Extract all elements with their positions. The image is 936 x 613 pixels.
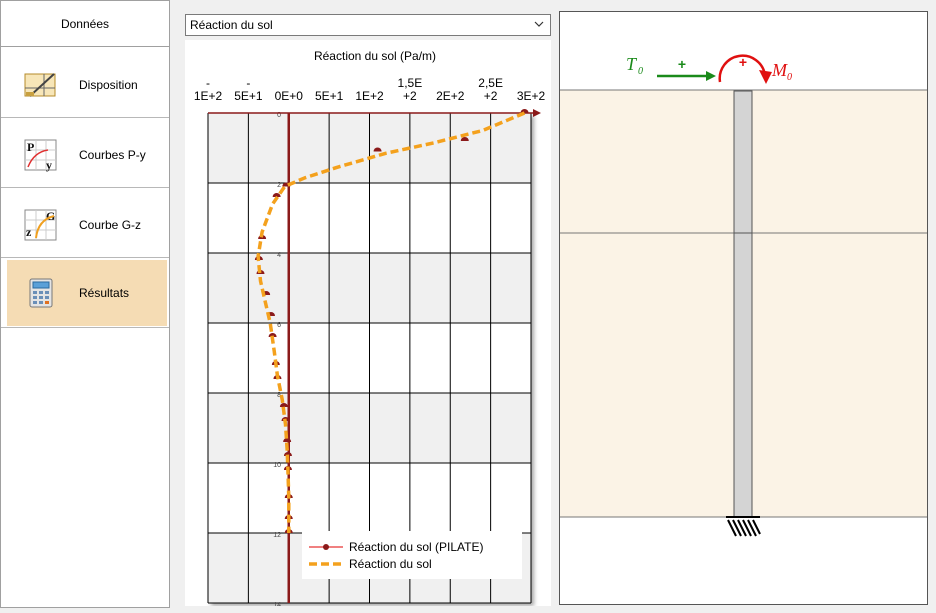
moment-arrow-icon: [718, 54, 767, 83]
series-line-1: [256, 111, 526, 533]
layout-ruler-icon: [24, 73, 56, 97]
sidebar-item-courbe-gz[interactable]: G z Courbe G-z: [7, 192, 167, 258]
soil-reaction-chart: Réaction du sol (Pa/m) -1E+2 -5E+1 0E+0 5E+…: [185, 40, 551, 606]
legend-label: Réaction du sol (PILATE): [349, 540, 484, 554]
data-point-marker: [279, 403, 288, 407]
pile: [733, 90, 753, 518]
svg-text:z: z: [26, 225, 32, 239]
sidebar-item-label: Résultats: [79, 286, 130, 300]
moment-plus-sign: +: [739, 54, 747, 70]
y-tick-label: 8: [277, 392, 281, 399]
t0-subscript: 0: [638, 66, 643, 77]
y-tick-label: 2: [277, 182, 281, 189]
svg-text:y: y: [46, 158, 52, 172]
m0-subscript: 0: [787, 72, 792, 83]
gz-curve-icon: G z: [24, 209, 57, 241]
x-tick-label: 2,5E +2: [478, 76, 503, 103]
x-tick-label: -1E+2: [194, 76, 223, 103]
x-tick-label: 2E+2: [436, 89, 465, 103]
chart-title: Réaction du sol (Pa/m): [314, 49, 436, 63]
sidebar-item-label: Courbe G-z: [79, 218, 142, 232]
data-point-marker: [373, 147, 382, 152]
x-tick-label: 0E+0: [275, 89, 304, 103]
x-tick-label: 1,5E +2: [398, 76, 423, 103]
t0-label: T: [626, 54, 638, 74]
data-point-marker: [283, 438, 292, 442]
sidebar-item-resultats[interactable]: Résultats: [7, 260, 167, 326]
legend-label: Réaction du sol: [349, 557, 432, 571]
y-tick-label: 4: [277, 252, 281, 259]
sidebar-item-label: Disposition: [79, 78, 138, 92]
y-tick-label: 10: [273, 462, 281, 469]
force-arrowhead-icon: [706, 71, 716, 81]
sidebar-item-courbes-py[interactable]: P y Courbes P-y: [7, 122, 167, 188]
results-type-dropdown[interactable]: Réaction du sol: [185, 14, 551, 36]
m0-label: M: [771, 60, 788, 80]
y-tick-label: 6: [277, 322, 281, 329]
pile-base-hatch-icon: [726, 516, 761, 537]
force-plus-sign: +: [678, 56, 686, 72]
py-curve-icon: P y: [24, 139, 57, 172]
sidebar-item-disposition[interactable]: Disposition: [7, 52, 167, 118]
svg-text:P: P: [27, 140, 34, 154]
legend-marker: [323, 544, 329, 550]
sidebar-item-label: Courbes P-y: [79, 148, 146, 162]
y-tick-label: 12: [273, 532, 281, 539]
chevron-down-icon: [534, 21, 544, 27]
y-tick-label: 0: [277, 112, 281, 119]
pile-diagram-canvas: T 0 + + M 0: [560, 54, 927, 537]
sidebar-header: Données: [1, 1, 169, 47]
x-tick-label: 5E+1: [315, 89, 344, 103]
calculator-icon: [29, 278, 53, 308]
data-point-marker: [460, 137, 469, 141]
data-point-marker: [272, 193, 281, 197]
chart-canvas: Réaction du sol (Pa/m) -1E+2 -5E+1 0E+0 5E+…: [194, 49, 546, 606]
dropdown-selected-value: Réaction du sol: [190, 18, 273, 32]
x-axis-arrow-icon: [533, 109, 541, 117]
moment-arrowhead-icon: [759, 70, 772, 84]
x-tick-label: 3E+2: [517, 89, 546, 103]
x-tick-label: 1E+2: [355, 89, 384, 103]
x-tick-label: -5E+1: [234, 76, 263, 103]
sidebar-panel: Données Disposition P y Courbes P-y: [0, 0, 170, 608]
y-tick-label: 14: [273, 602, 281, 606]
legend-box: [302, 531, 522, 579]
pile-diagram-view: T 0 + + M 0: [559, 11, 928, 605]
